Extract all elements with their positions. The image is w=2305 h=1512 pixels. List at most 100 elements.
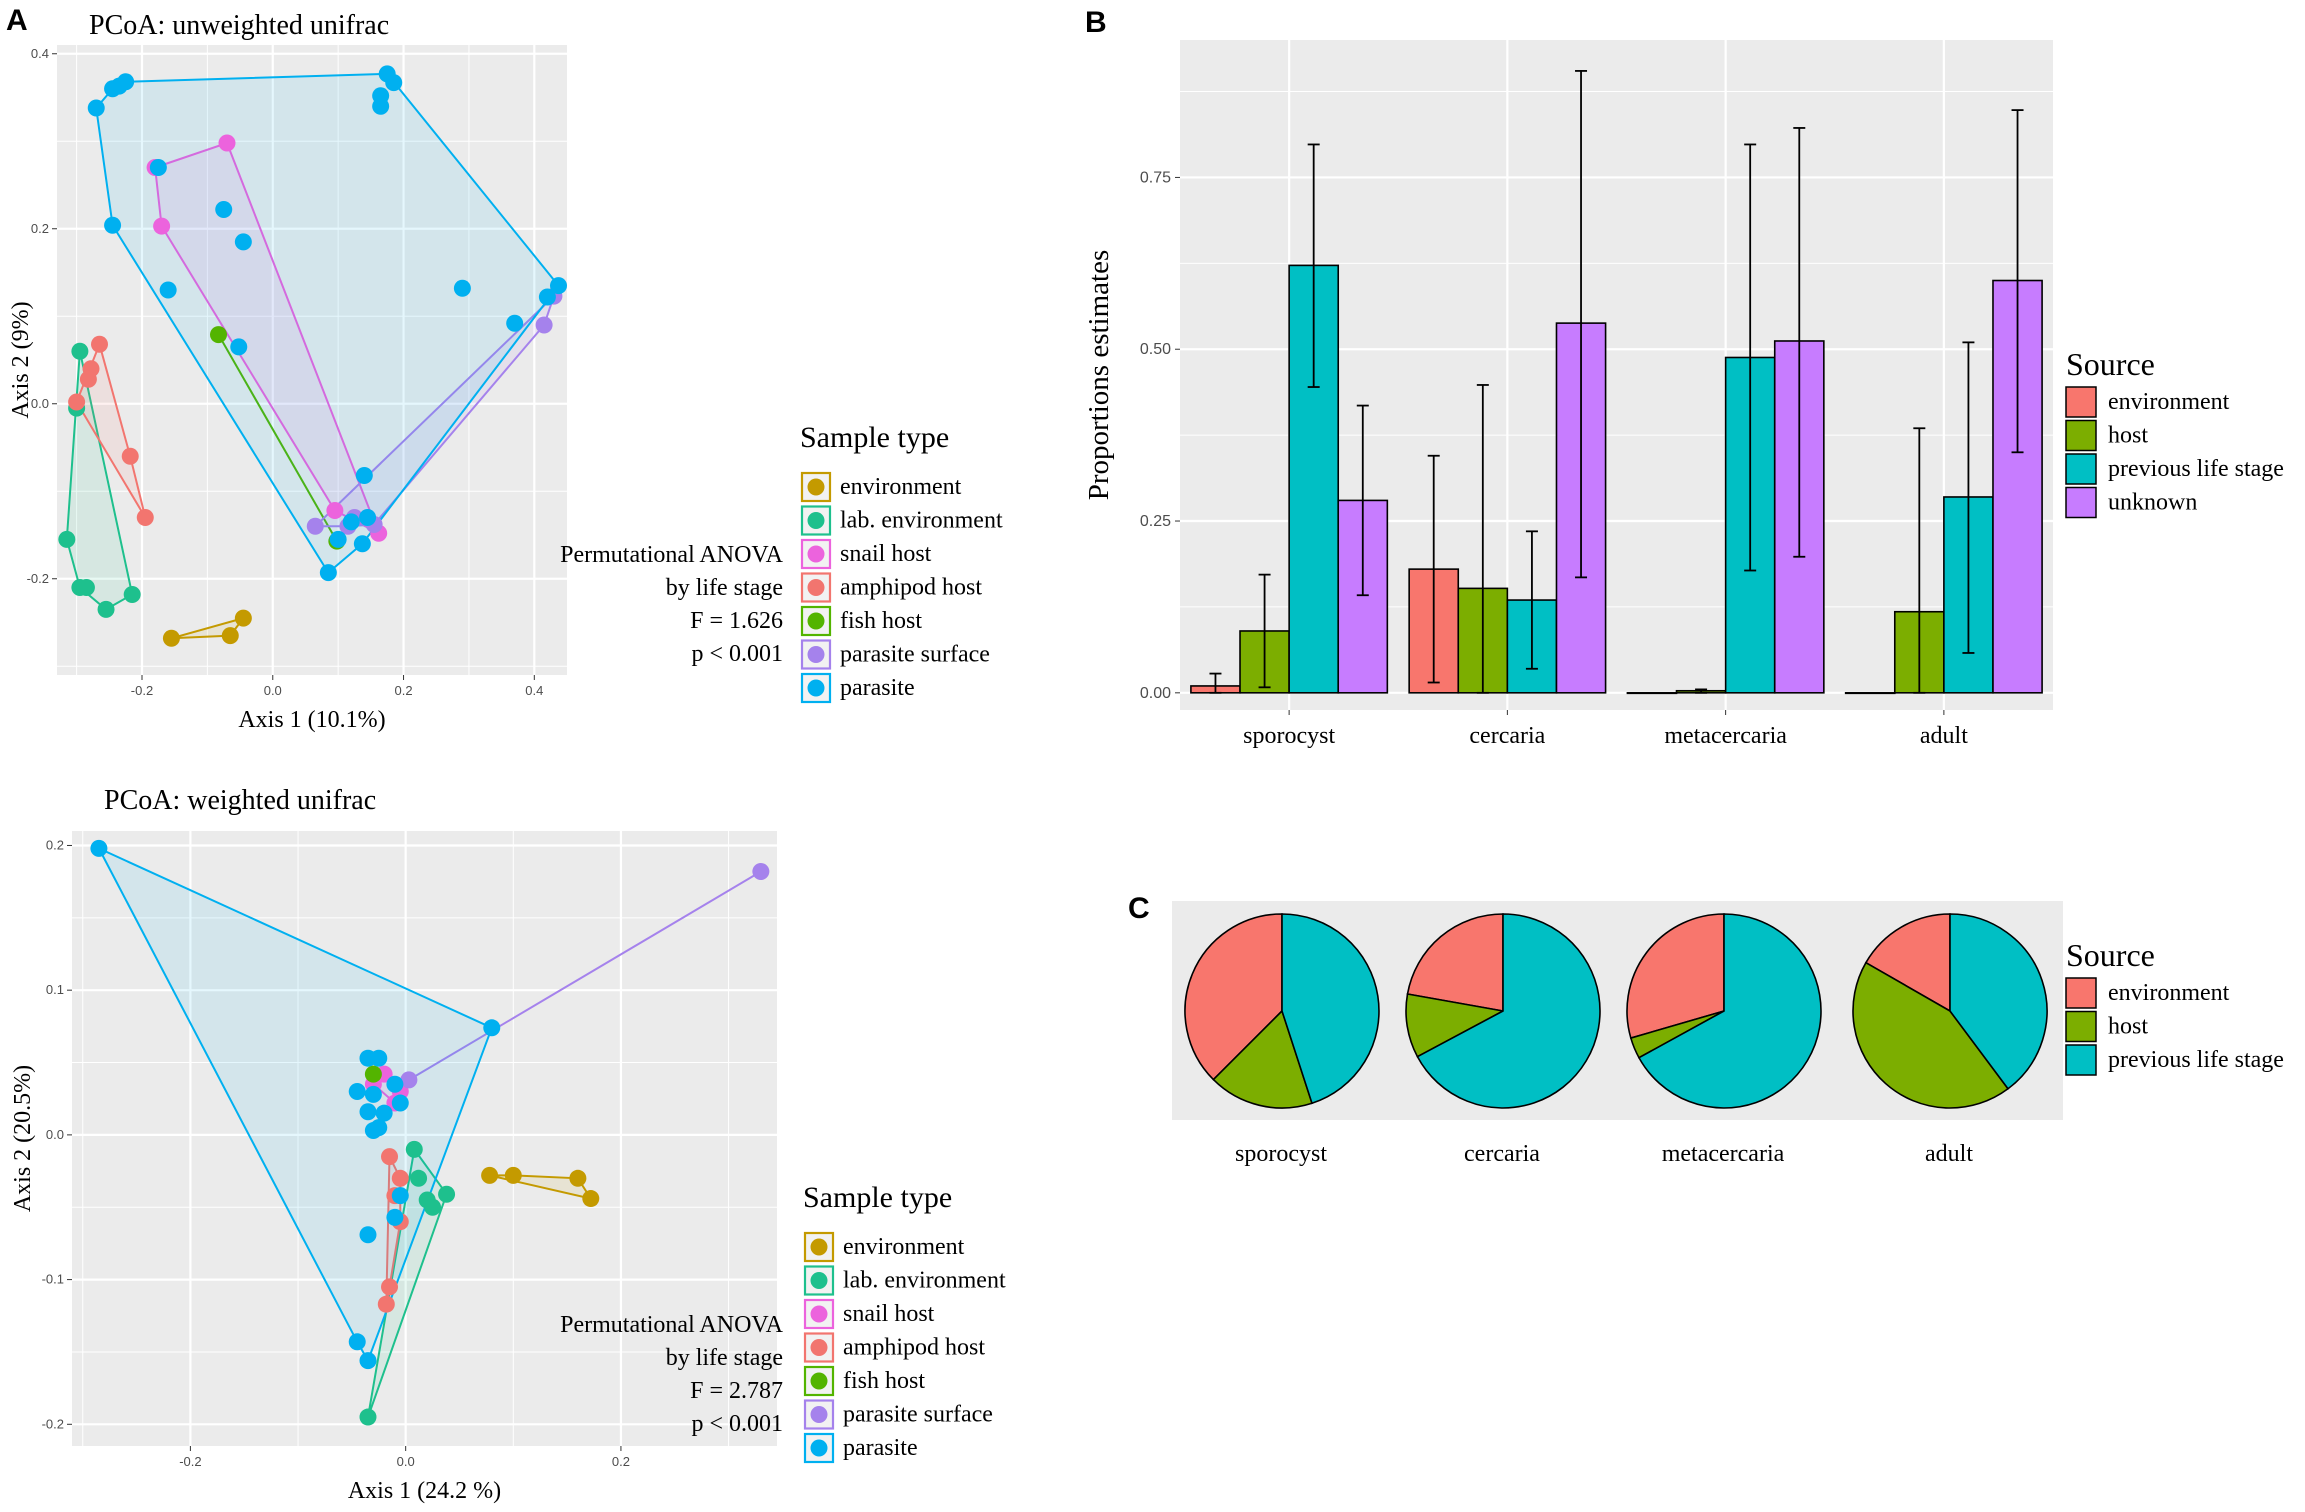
pcoa-weighted: PCoA: weighted unifrac -0.2 0.0 0.2 -0.2 -0.1… [10, 785, 1006, 1504]
point-parasite [359, 509, 377, 526]
x-tick-label: 0.2 [394, 683, 412, 698]
legend-label: environment [2108, 389, 2230, 415]
point-parasite-surface [752, 863, 770, 881]
point-amphipod-host [381, 1148, 399, 1166]
legend-swatch [810, 1439, 828, 1457]
point-parasite-surface [306, 517, 324, 535]
anova-annotation: p < 0.001 [691, 1411, 783, 1437]
pie-slice-host [1852, 961, 2010, 1109]
point-parasite [364, 1085, 382, 1103]
legend-swatch [2065, 1010, 2097, 1043]
panel-label-a: A [6, 4, 28, 37]
legend-label: host [2108, 1014, 2148, 1040]
y-tick-label: 0.50 [1140, 341, 1171, 358]
legend-key [800, 505, 832, 536]
point-parasite [391, 1094, 409, 1112]
legend-swatch [807, 512, 825, 529]
point-lab-environment [359, 1408, 377, 1426]
x-tick-label: 0.2 [612, 1454, 630, 1469]
point-parasite [355, 467, 373, 484]
pie-label: metacercaria [1662, 1141, 1785, 1167]
y-tick-label: -0.2 [27, 571, 49, 586]
x-axis-label: Axis 1 (10.1%) [238, 707, 385, 733]
pie-label: cercaria [1464, 1141, 1540, 1167]
legend-swatch [807, 545, 825, 563]
panel-label-c: C [1128, 892, 1150, 925]
point-amphipod-host [121, 447, 139, 465]
x-tick-label: 0.4 [525, 683, 543, 698]
point-parasite [329, 530, 347, 548]
panel-label-b: B [1085, 6, 1107, 39]
legend-swatch [2065, 1044, 2097, 1076]
point-parasite [104, 216, 122, 234]
point-lab-environment [405, 1140, 423, 1158]
point-parasite [483, 1019, 501, 1037]
anova-annotation: Permutational ANOVA [560, 542, 784, 568]
point-environment [481, 1166, 499, 1184]
legend-label: parasite surface [840, 642, 990, 668]
point-snail-host [326, 502, 344, 519]
point-amphipod-host [391, 1169, 409, 1187]
point-parasite [359, 1226, 377, 1244]
pie-slice-environment [1864, 913, 1951, 1013]
point-lab-environment [71, 342, 89, 360]
pie-slice-host [1212, 1009, 1313, 1109]
legend-title: Source [2066, 346, 2155, 382]
anova-annotation: Permutational ANOVA [560, 1312, 784, 1338]
legend-swatch [2065, 386, 2097, 418]
x-tick-label: adult [1920, 723, 1968, 749]
y-tick-label: 0.4 [31, 46, 49, 61]
pie-label: sporocyst [1235, 1141, 1327, 1167]
point-parasite [372, 97, 390, 115]
legend-label: amphipod host [840, 575, 982, 601]
legend-label: previous life stage [2108, 456, 2284, 482]
legend-label: environment [840, 474, 962, 500]
legend-label: parasite [843, 1435, 918, 1461]
legend-swatch [807, 679, 825, 697]
pie-slice-environment [1406, 913, 1504, 1012]
point-parasite [386, 1075, 404, 1093]
point-lab-environment [424, 1198, 442, 1216]
legend-swatch [810, 1238, 828, 1256]
legend-label: fish host [843, 1368, 925, 1394]
point-environment [582, 1190, 600, 1208]
point-amphipod-host [377, 1295, 395, 1313]
anova-annotation: F = 1.626 [690, 608, 783, 634]
point-parasite [230, 338, 248, 356]
y-tick-label: -0.1 [42, 1272, 64, 1287]
point-lab-environment [77, 579, 95, 596]
legend-swatch [810, 1406, 828, 1423]
legend-swatch [807, 612, 825, 630]
point-parasite [234, 233, 252, 251]
pie-slice-previous-life-stage [1637, 913, 1822, 1109]
pie-slice-previous-life-stage [1281, 913, 1380, 1105]
legend-label: environment [843, 1234, 965, 1260]
legend-swatch [807, 646, 825, 663]
point-parasite [319, 564, 337, 582]
point-environment [504, 1166, 522, 1184]
point-parasite [359, 1352, 377, 1370]
point-snail-host [153, 217, 171, 235]
legend-swatch [2065, 419, 2097, 452]
pie-label: adult [1925, 1141, 1973, 1167]
legend-label: fish host [840, 608, 922, 634]
point-parasite [453, 279, 471, 297]
legend-label: lab. environment [840, 508, 1003, 534]
point-fish-host [210, 326, 227, 344]
point-environment [234, 609, 252, 627]
point-amphipod-host [68, 393, 86, 411]
legend-label: environment [2108, 980, 2230, 1006]
pie-slice-environment [1184, 913, 1283, 1081]
point-parasite [359, 1103, 377, 1121]
legend-swatch [810, 1272, 828, 1289]
point-snail-host [218, 134, 236, 152]
point-amphipod-host [91, 335, 108, 353]
point-lab-environment [58, 530, 76, 548]
y-tick-label: -0.2 [42, 1416, 64, 1431]
y-tick-label: 0.0 [31, 396, 49, 411]
legend-label: parasite surface [843, 1402, 993, 1428]
y-tick-label: 0.00 [1140, 685, 1171, 702]
point-parasite [215, 201, 233, 218]
x-tick-label: 0.0 [264, 683, 282, 698]
legend-swatch [810, 1339, 828, 1356]
